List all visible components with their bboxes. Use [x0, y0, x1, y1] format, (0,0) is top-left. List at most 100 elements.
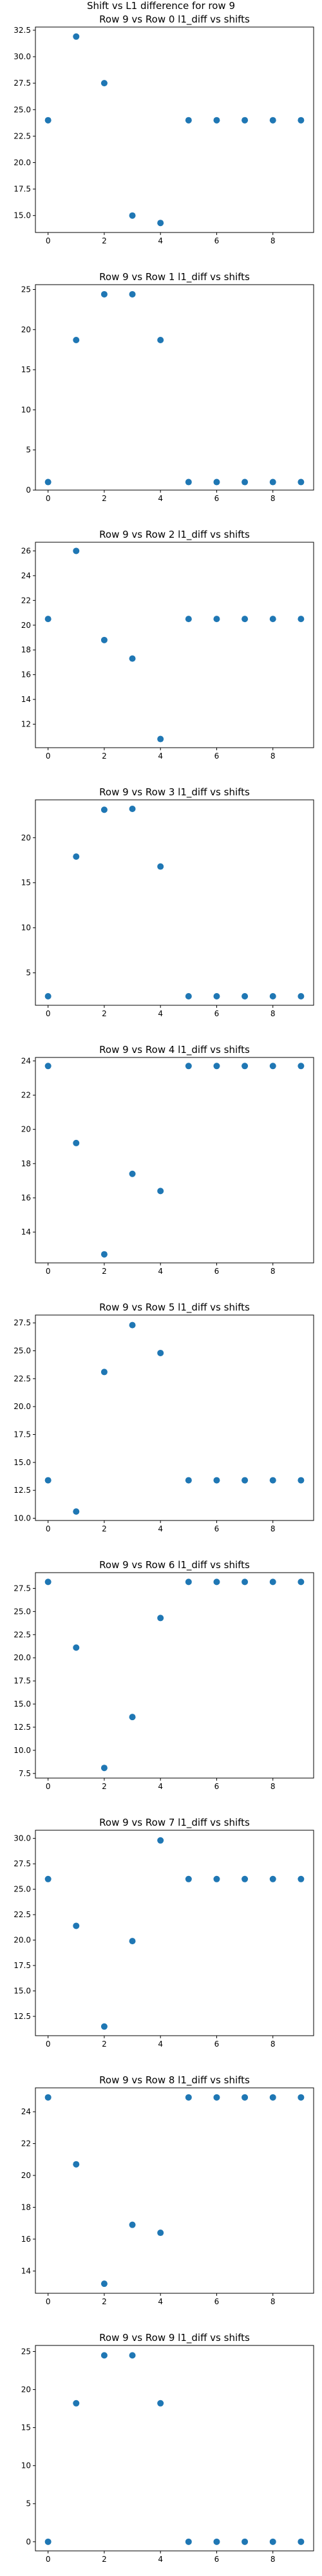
data-point — [242, 478, 249, 486]
data-point — [73, 853, 80, 860]
y-tick-label: 24 — [21, 1056, 31, 1065]
x-tick-label: 0 — [46, 1782, 51, 1791]
y-tick-label: 22.5 — [14, 131, 31, 140]
data-point — [129, 1170, 136, 1177]
x-tick-label: 2 — [102, 2297, 107, 2306]
y-tick-label: 27.5 — [14, 1584, 31, 1593]
data-point — [269, 2538, 276, 2545]
y-tick-label: 0 — [26, 2537, 31, 2546]
data-point — [129, 290, 136, 298]
x-tick-label: 6 — [214, 1009, 220, 1018]
data-point — [213, 993, 220, 1000]
y-tick-label: 22.5 — [14, 1910, 31, 1919]
data-point — [185, 2094, 192, 2101]
x-tick-label: 4 — [158, 1524, 163, 1533]
x-tick-label: 8 — [270, 2555, 276, 2564]
data-point — [100, 290, 108, 298]
data-point — [298, 2094, 305, 2101]
y-tick-label: 27.5 — [14, 79, 31, 88]
y-tick-label: 17.5 — [14, 1961, 31, 1970]
x-tick-label: 4 — [158, 1782, 163, 1791]
data-point — [298, 1578, 305, 1586]
data-point — [269, 117, 276, 124]
y-tick-label: 15.0 — [14, 1987, 31, 1996]
data-point — [242, 1063, 249, 1070]
x-tick-label: 4 — [158, 494, 163, 503]
subplot-title: Row 9 vs Row 3 l1_diff vs shifts — [99, 786, 250, 799]
y-tick-label: 10.0 — [14, 1746, 31, 1755]
y-tick-label: 16 — [21, 2235, 31, 2244]
data-point — [185, 616, 192, 623]
data-point — [157, 220, 164, 227]
data-point — [44, 616, 52, 623]
data-point — [213, 1578, 220, 1586]
data-point — [185, 117, 192, 124]
data-point — [100, 2280, 108, 2287]
x-tick-label: 6 — [214, 2555, 220, 2564]
data-point — [157, 1188, 164, 1195]
y-tick-label: 14 — [21, 2266, 31, 2275]
x-tick-label: 0 — [46, 752, 51, 761]
x-tick-label: 0 — [46, 2297, 51, 2306]
data-point — [242, 1578, 249, 1586]
axes-frame — [35, 1572, 314, 1779]
data-point — [298, 1063, 305, 1070]
x-tick-label: 6 — [214, 752, 220, 761]
y-tick-label: 20.0 — [14, 1402, 31, 1411]
data-point — [269, 478, 276, 486]
subplot-title: Row 9 vs Row 5 l1_diff vs shifts — [99, 1302, 250, 1314]
x-tick-label: 0 — [46, 1267, 51, 1276]
y-tick-label: 20 — [21, 2171, 31, 2180]
y-tick-label: 14 — [21, 1227, 31, 1236]
data-point — [129, 655, 136, 662]
data-point — [73, 547, 80, 554]
x-tick-label: 8 — [270, 1524, 276, 1533]
data-point — [269, 1063, 276, 1070]
data-point — [100, 2023, 108, 2030]
subplot-7: Row 9 vs Row 7 l1_diff vs shifts 0 2 4 6 8 12.… — [14, 1817, 314, 2049]
y-tick-label: 5 — [26, 969, 31, 978]
data-point — [185, 1063, 192, 1070]
subplot-1: Row 9 vs Row 1 l1_diff vs shifts 0 2 4 6 8 0 5 1… — [21, 271, 314, 503]
y-tick-label: 22 — [21, 596, 31, 605]
data-point — [185, 993, 192, 1000]
y-tick-label: 25.0 — [14, 105, 31, 114]
data-point — [44, 2094, 52, 2101]
data-point — [213, 1063, 220, 1070]
y-tick-label: 30.0 — [14, 52, 31, 61]
subplot-9: Row 9 vs Row 9 l1_diff vs shifts 0 2 4 6 8 0 5 1… — [21, 2332, 314, 2564]
data-point — [100, 636, 108, 643]
data-point — [129, 1938, 136, 1945]
x-tick-label: 8 — [270, 752, 276, 761]
subplot-title: Row 9 vs Row 8 l1_diff vs shifts — [99, 2074, 250, 2087]
axes-frame — [35, 284, 314, 491]
data-point — [157, 1615, 164, 1622]
y-tick-label: 10.0 — [14, 1514, 31, 1523]
data-point — [298, 1875, 305, 1882]
data-point — [242, 117, 249, 124]
data-point — [129, 805, 136, 812]
data-point — [242, 2094, 249, 2101]
y-tick-label: 22.5 — [14, 1630, 31, 1639]
data-point — [157, 2400, 164, 2407]
subplot-title: Row 9 vs Row 0 l1_diff vs shifts — [99, 14, 250, 26]
data-point — [73, 2161, 80, 2168]
data-point — [298, 478, 305, 486]
data-point — [73, 2400, 80, 2407]
axes-frame — [35, 1314, 314, 1521]
data-point — [73, 1139, 80, 1146]
y-tick-label: 18 — [21, 1159, 31, 1168]
axes-frame — [35, 1057, 314, 1264]
subplot-title: Row 9 vs Row 2 l1_diff vs shifts — [99, 529, 250, 541]
x-tick-label: 2 — [102, 1782, 107, 1791]
y-tick-label: 26 — [21, 546, 31, 555]
x-tick-label: 6 — [214, 1782, 220, 1791]
subplot-6: Row 9 vs Row 6 l1_diff vs shifts 0 2 4 6 8 7.5… — [14, 1559, 314, 1791]
data-point — [129, 2352, 136, 2359]
data-point — [100, 806, 108, 813]
y-tick-label: 12.5 — [14, 1486, 31, 1495]
subplot-3: Row 9 vs Row 3 l1_diff vs shifts 0 2 4 6 8 5 10… — [21, 786, 314, 1018]
data-point — [269, 2094, 276, 2101]
axes-frame — [35, 542, 314, 748]
